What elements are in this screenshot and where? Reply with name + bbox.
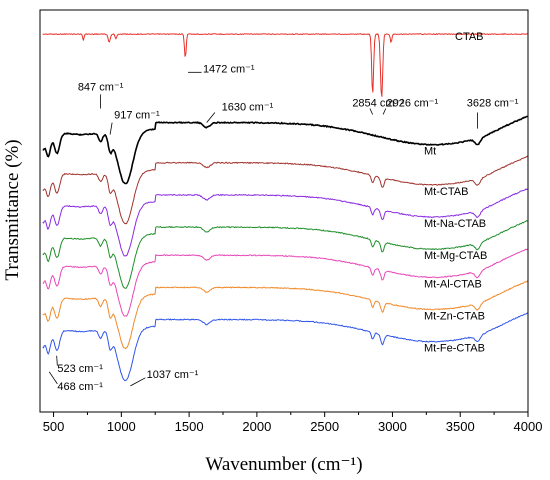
spectrum-line xyxy=(42,33,528,97)
series-label: Mt-Fe-CTAB xyxy=(424,343,485,355)
annotation-label: 523 cm⁻¹ xyxy=(57,363,103,375)
series-label: Mt xyxy=(424,146,436,158)
x-tick-label: 1000 xyxy=(107,419,136,434)
annotation-label: 917 cm⁻¹ xyxy=(114,110,160,122)
annotation-arrow xyxy=(382,108,387,115)
x-tick-label: 4000 xyxy=(514,419,543,434)
annotation-label: 3628 cm⁻¹ xyxy=(467,97,519,109)
annotation-label: 1037 cm⁻¹ xyxy=(147,369,199,381)
annotation-label: 2926 cm⁻¹ xyxy=(386,97,438,109)
x-tick-label: 1500 xyxy=(175,419,204,434)
x-tick-label: 500 xyxy=(43,419,65,434)
series-label: Mt-CTAB xyxy=(424,186,468,198)
y-axis-title: Transmittance (%) xyxy=(2,139,23,280)
series-label: Mt-Na-CTAB xyxy=(424,218,486,230)
annotation-label: 1630 cm⁻¹ xyxy=(222,102,274,114)
annotation-arrow xyxy=(48,371,58,385)
x-ticks: 500 1000 1500 2000 2500 3000 3500 4000 xyxy=(43,412,543,434)
plot-frame xyxy=(39,9,529,413)
annotation-label: 1472 cm⁻¹ xyxy=(203,63,255,75)
annotation-label: 468 cm⁻¹ xyxy=(57,381,103,393)
annotation-arrow xyxy=(109,122,113,135)
x-tick-label: 3000 xyxy=(378,419,407,434)
x-axis-title: Wavenumber (cm⁻¹) xyxy=(205,454,362,475)
annotation-label: 847 cm⁻¹ xyxy=(78,81,124,93)
series-label: Mt-Al-CTAB xyxy=(424,278,482,290)
x-tick-label: 2500 xyxy=(310,419,339,434)
annotation-arrow xyxy=(130,377,146,387)
spectrum-line xyxy=(42,280,528,350)
spectrum-line xyxy=(42,220,528,289)
series-label: Mt-Zn-CTAB xyxy=(424,311,485,323)
annotation-arrow xyxy=(369,108,374,115)
series-label: Mt-Mg-CTAB xyxy=(424,250,487,262)
series-label: CTAB xyxy=(455,31,484,43)
spectrum-line xyxy=(42,312,528,382)
annotation-arrow xyxy=(56,355,58,366)
spectrum-line xyxy=(42,115,528,185)
annotation-label: 2854 cm⁻¹ xyxy=(352,97,404,109)
spectrum-line xyxy=(42,248,528,317)
spectra-group xyxy=(42,33,528,382)
x-tick-label: 2000 xyxy=(242,419,271,434)
x-tick-label: 3500 xyxy=(446,419,475,434)
series-labels: CTAB Mt Mt-CTAB Mt-Na-CTAB Mt-Mg-CTAB Mt-Al-C… xyxy=(424,31,487,355)
annotations: 1472 cm⁻¹ 847 cm⁻¹ 917 cm⁻¹ 1630 cm⁻¹ 2854 c… xyxy=(48,63,519,393)
annotation-arrow xyxy=(206,112,216,123)
spectrum-line xyxy=(42,188,528,257)
spectrum-line xyxy=(42,155,528,225)
